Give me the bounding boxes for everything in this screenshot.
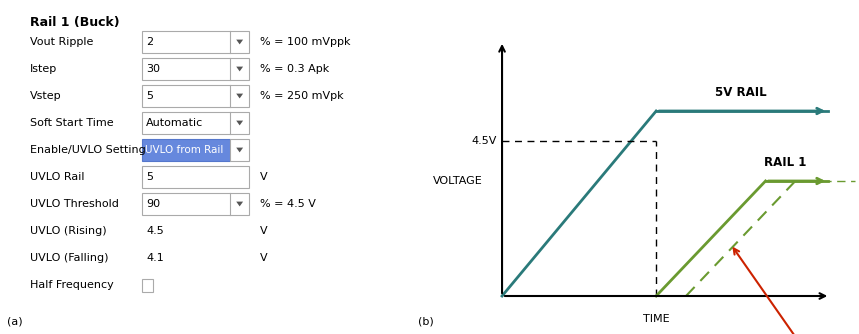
Text: Soft Start Time: Soft Start Time <box>30 118 113 128</box>
Text: % = 4.5 V: % = 4.5 V <box>260 199 316 209</box>
Text: UVLO Rail: UVLO Rail <box>30 172 84 182</box>
Text: Automatic: Automatic <box>146 118 204 128</box>
Polygon shape <box>236 148 243 152</box>
Bar <box>142 193 249 215</box>
Text: Vout Ripple: Vout Ripple <box>30 37 94 47</box>
Text: (a): (a) <box>7 316 22 326</box>
Text: 90: 90 <box>146 199 160 209</box>
Text: 5: 5 <box>146 91 153 101</box>
Text: UVLO from Rail: UVLO from Rail <box>145 145 223 155</box>
Bar <box>142 58 249 80</box>
Text: 2: 2 <box>146 37 153 47</box>
Text: Istep: Istep <box>30 64 58 74</box>
Bar <box>230 139 249 161</box>
Text: (b): (b) <box>418 316 434 326</box>
Text: UVLO Threshold: UVLO Threshold <box>30 199 119 209</box>
Text: V: V <box>260 253 268 263</box>
Text: UVLO (Falling): UVLO (Falling) <box>30 253 108 263</box>
Text: Enable/UVLO Setting: Enable/UVLO Setting <box>30 145 146 155</box>
Text: 5V RAIL: 5V RAIL <box>715 86 766 99</box>
Bar <box>142 85 249 107</box>
Text: VOLTAGE: VOLTAGE <box>432 176 482 186</box>
Bar <box>142 139 230 161</box>
Text: Half Frequency: Half Frequency <box>30 280 113 290</box>
Polygon shape <box>236 202 243 206</box>
Bar <box>142 112 249 134</box>
Polygon shape <box>236 40 243 44</box>
Text: 5: 5 <box>146 172 153 182</box>
Text: Vstep: Vstep <box>30 91 62 101</box>
Polygon shape <box>236 121 243 125</box>
Bar <box>142 31 249 53</box>
Text: 4.5V: 4.5V <box>472 136 497 146</box>
Text: % = 250 mVpk: % = 250 mVpk <box>260 91 344 101</box>
Text: V: V <box>260 172 268 182</box>
Text: % = 100 mVppk: % = 100 mVppk <box>260 37 350 47</box>
Text: 4.1: 4.1 <box>146 253 164 263</box>
Text: UVLO (Rising): UVLO (Rising) <box>30 226 107 236</box>
Text: RAIL 1: RAIL 1 <box>765 156 807 169</box>
Text: V: V <box>260 226 268 236</box>
Text: % = 0.3 Apk: % = 0.3 Apk <box>260 64 330 74</box>
Bar <box>142 279 153 292</box>
Text: 4.5: 4.5 <box>146 226 164 236</box>
Text: TIME: TIME <box>643 314 669 324</box>
Text: 30: 30 <box>146 64 160 74</box>
Polygon shape <box>236 94 243 99</box>
Bar <box>142 166 249 188</box>
Text: Rail 1 (Buck): Rail 1 (Buck) <box>30 16 119 29</box>
Polygon shape <box>236 66 243 71</box>
